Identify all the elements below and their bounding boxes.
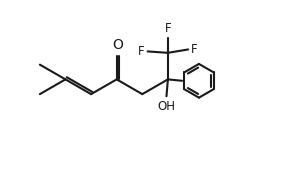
Text: F: F <box>165 22 171 35</box>
Text: OH: OH <box>157 100 175 113</box>
Text: O: O <box>113 38 123 52</box>
Text: F: F <box>138 45 145 58</box>
Text: F: F <box>191 43 198 56</box>
